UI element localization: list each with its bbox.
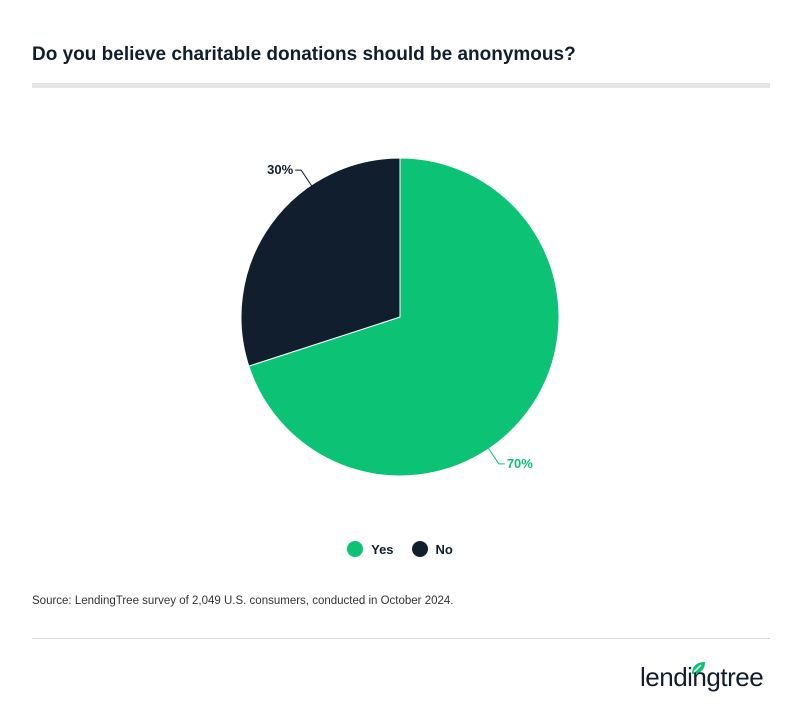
lendingtree-logo: lendingtree [640, 662, 764, 692]
data-label-no: 30% [267, 162, 293, 177]
label-line-no [295, 169, 313, 188]
legend-swatch-no [411, 541, 428, 557]
footer-divider [32, 638, 770, 639]
pie-slice-no[interactable] [240, 157, 401, 367]
legend-label-no: No [435, 541, 453, 557]
legend-item-no[interactable]: No [411, 541, 453, 557]
data-label-yes: 70% [507, 456, 533, 471]
chart-title: Do you believe charitable donations shou… [32, 44, 576, 65]
leaf-icon [692, 662, 705, 674]
source-note: Source: LendingTree survey of 2,049 U.S.… [32, 595, 454, 607]
label-line-yes [487, 446, 505, 465]
pie-slice-yes[interactable] [248, 157, 560, 477]
legend-item-yes[interactable]: Yes [347, 541, 394, 557]
legend: Yes No [0, 541, 800, 557]
title-divider [32, 83, 770, 88]
legend-label-yes: Yes [371, 541, 394, 557]
legend-swatch-yes [347, 541, 364, 557]
